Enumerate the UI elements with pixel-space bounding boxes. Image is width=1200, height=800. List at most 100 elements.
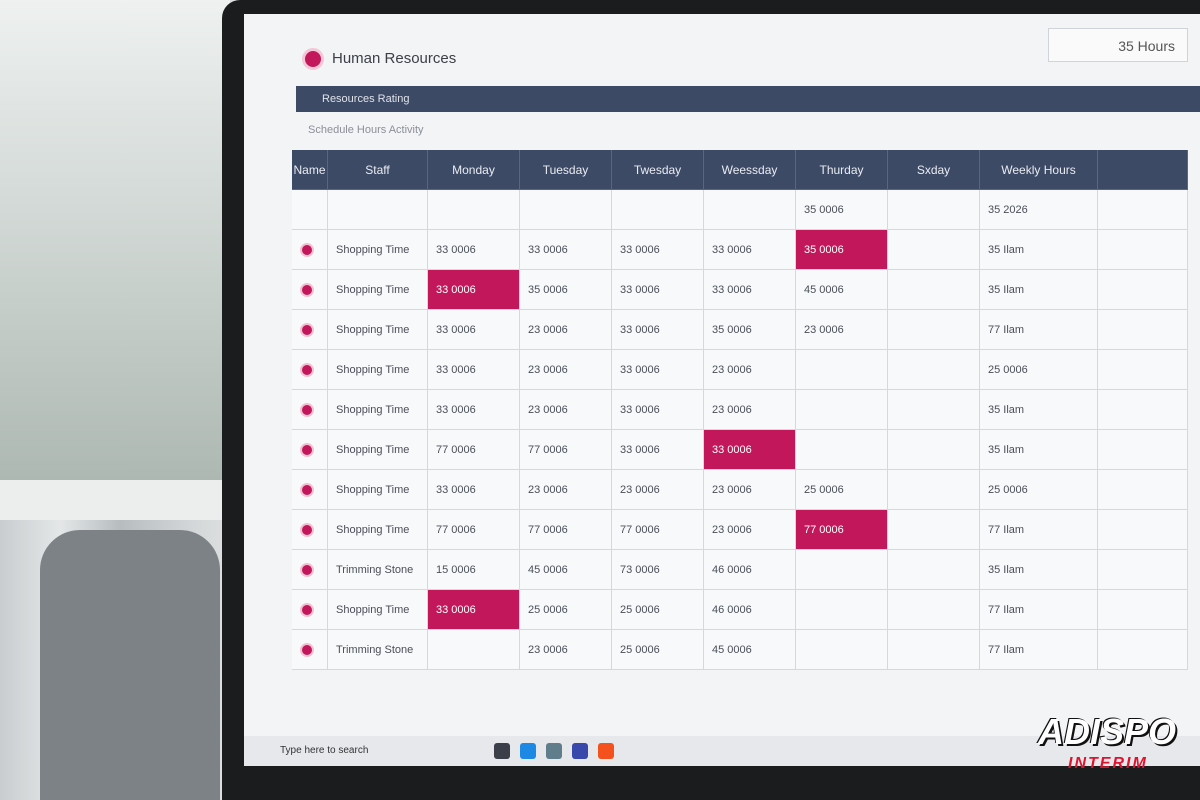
search-box[interactable]: Type here to search bbox=[280, 745, 369, 756]
hours-cell[interactable]: 23 0006 bbox=[704, 510, 796, 550]
column-header[interactable]: Thurday bbox=[796, 150, 888, 190]
hours-cell[interactable]: 33 0006 bbox=[612, 430, 704, 470]
hours-cell[interactable]: 33 0006 bbox=[612, 390, 704, 430]
hours-cell[interactable]: 33 0006 bbox=[612, 270, 704, 310]
hours-cell[interactable] bbox=[888, 350, 980, 390]
name-cell[interactable]: Shopping Time bbox=[328, 270, 428, 310]
hours-cell[interactable] bbox=[428, 630, 520, 670]
hours-cell[interactable] bbox=[888, 510, 980, 550]
hours-cell[interactable]: 33 0006 bbox=[612, 350, 704, 390]
hours-cell[interactable] bbox=[888, 270, 980, 310]
name-cell[interactable]: Shopping Time bbox=[328, 590, 428, 630]
hours-cell[interactable]: 33 0006 bbox=[520, 230, 612, 270]
hours-cell[interactable]: 77 0006 bbox=[612, 510, 704, 550]
weekly-cell[interactable]: 25 0006 bbox=[980, 470, 1098, 510]
hours-cell[interactable] bbox=[888, 390, 980, 430]
toolbar[interactable]: Resources Rating bbox=[296, 86, 1200, 112]
taskbar-icon[interactable] bbox=[494, 743, 510, 759]
hours-cell[interactable]: 33 0006 bbox=[428, 310, 520, 350]
taskbar-icon[interactable] bbox=[572, 743, 588, 759]
hours-cell[interactable]: 35 0006 bbox=[796, 190, 888, 230]
hours-cell[interactable]: 25 0006 bbox=[520, 590, 612, 630]
name-cell[interactable]: Shopping Time bbox=[328, 510, 428, 550]
hours-cell[interactable] bbox=[796, 630, 888, 670]
hours-cell[interactable]: 33 0006 bbox=[612, 230, 704, 270]
weekly-cell[interactable]: 77 Ilam bbox=[980, 590, 1098, 630]
hours-cell[interactable]: 33 0006 bbox=[428, 470, 520, 510]
hours-cell[interactable]: 23 0006 bbox=[520, 470, 612, 510]
hours-cell[interactable] bbox=[796, 390, 888, 430]
taskbar-icon[interactable] bbox=[520, 743, 536, 759]
hours-cell[interactable]: 77 0006 bbox=[796, 510, 888, 550]
weekly-cell[interactable]: 77 Ilam bbox=[980, 630, 1098, 670]
hours-cell[interactable]: 23 0006 bbox=[520, 350, 612, 390]
hours-cell[interactable]: 33 0006 bbox=[428, 270, 520, 310]
hours-cell[interactable]: 45 0006 bbox=[796, 270, 888, 310]
name-cell[interactable]: Shopping Time bbox=[328, 230, 428, 270]
hours-cell[interactable]: 23 0006 bbox=[704, 390, 796, 430]
hours-cell[interactable]: 33 0006 bbox=[428, 230, 520, 270]
hours-cell[interactable]: 33 0006 bbox=[428, 590, 520, 630]
hours-cell[interactable]: 25 0006 bbox=[612, 630, 704, 670]
hours-cell[interactable]: 35 0006 bbox=[796, 230, 888, 270]
hours-cell[interactable]: 33 0006 bbox=[704, 430, 796, 470]
hours-cell[interactable]: 77 0006 bbox=[520, 430, 612, 470]
column-header[interactable]: Staff bbox=[328, 150, 428, 190]
hours-cell[interactable]: 33 0006 bbox=[704, 230, 796, 270]
hours-cell[interactable]: 23 0006 bbox=[612, 470, 704, 510]
hours-cell[interactable]: 33 0006 bbox=[428, 390, 520, 430]
weekly-cell[interactable]: 77 Ilam bbox=[980, 510, 1098, 550]
hours-cell[interactable]: 15 0006 bbox=[428, 550, 520, 590]
name-cell[interactable]: Trimming Stone bbox=[328, 550, 428, 590]
hours-cell[interactable]: 77 0006 bbox=[520, 510, 612, 550]
hours-cell[interactable]: 73 0006 bbox=[612, 550, 704, 590]
hours-cell[interactable] bbox=[796, 430, 888, 470]
weekly-cell[interactable]: 35 Ilam bbox=[980, 550, 1098, 590]
name-cell[interactable]: Shopping Time bbox=[328, 350, 428, 390]
weekly-cell[interactable]: 35 Ilam bbox=[980, 270, 1098, 310]
weekly-cell[interactable]: 35 Ilam bbox=[980, 390, 1098, 430]
name-cell[interactable]: Trimming Stone bbox=[328, 630, 428, 670]
hours-cell[interactable]: 25 0006 bbox=[612, 590, 704, 630]
hours-cell[interactable]: 77 0006 bbox=[428, 430, 520, 470]
hours-cell[interactable] bbox=[796, 590, 888, 630]
hours-cell[interactable]: 46 0006 bbox=[704, 550, 796, 590]
column-header[interactable]: Sxday bbox=[888, 150, 980, 190]
hours-cell[interactable]: 35 0006 bbox=[520, 270, 612, 310]
column-header[interactable]: Weessday bbox=[704, 150, 796, 190]
hours-cell[interactable] bbox=[704, 190, 796, 230]
hours-cell[interactable]: 35 0006 bbox=[704, 310, 796, 350]
hours-cell[interactable]: 23 0006 bbox=[796, 310, 888, 350]
name-cell[interactable]: Shopping Time bbox=[328, 430, 428, 470]
hours-cell[interactable] bbox=[428, 190, 520, 230]
column-header[interactable]: Monday bbox=[428, 150, 520, 190]
column-header[interactable]: Weekly Hours bbox=[980, 150, 1098, 190]
hours-cell[interactable]: 33 0006 bbox=[612, 310, 704, 350]
name-cell[interactable]: Shopping Time bbox=[328, 470, 428, 510]
weekly-cell[interactable]: 77 Ilam bbox=[980, 310, 1098, 350]
name-cell[interactable]: Shopping Time bbox=[328, 310, 428, 350]
hours-cell[interactable] bbox=[888, 470, 980, 510]
hours-cell[interactable] bbox=[888, 230, 980, 270]
hours-cell[interactable]: 45 0006 bbox=[704, 630, 796, 670]
hours-cell[interactable]: 25 0006 bbox=[796, 470, 888, 510]
weekly-cell[interactable]: 25 0006 bbox=[980, 350, 1098, 390]
hours-cell[interactable] bbox=[888, 550, 980, 590]
column-header[interactable]: Tuesday bbox=[520, 150, 612, 190]
hours-cell[interactable] bbox=[796, 550, 888, 590]
hours-cell[interactable] bbox=[888, 310, 980, 350]
hours-cell[interactable] bbox=[888, 630, 980, 670]
hours-badge[interactable]: 35 Hours bbox=[1048, 28, 1188, 62]
taskbar-icon[interactable] bbox=[598, 743, 614, 759]
name-cell[interactable]: Shopping Time bbox=[328, 390, 428, 430]
hours-cell[interactable]: 45 0006 bbox=[520, 550, 612, 590]
hours-cell[interactable]: 23 0006 bbox=[704, 470, 796, 510]
hours-cell[interactable]: 23 0006 bbox=[520, 390, 612, 430]
hours-cell[interactable]: 33 0006 bbox=[704, 270, 796, 310]
hours-cell[interactable] bbox=[888, 430, 980, 470]
hours-cell[interactable] bbox=[888, 590, 980, 630]
hours-cell[interactable]: 23 0006 bbox=[520, 310, 612, 350]
hours-cell[interactable]: 46 0006 bbox=[704, 590, 796, 630]
hours-cell[interactable] bbox=[796, 350, 888, 390]
column-header[interactable]: Twesday bbox=[612, 150, 704, 190]
